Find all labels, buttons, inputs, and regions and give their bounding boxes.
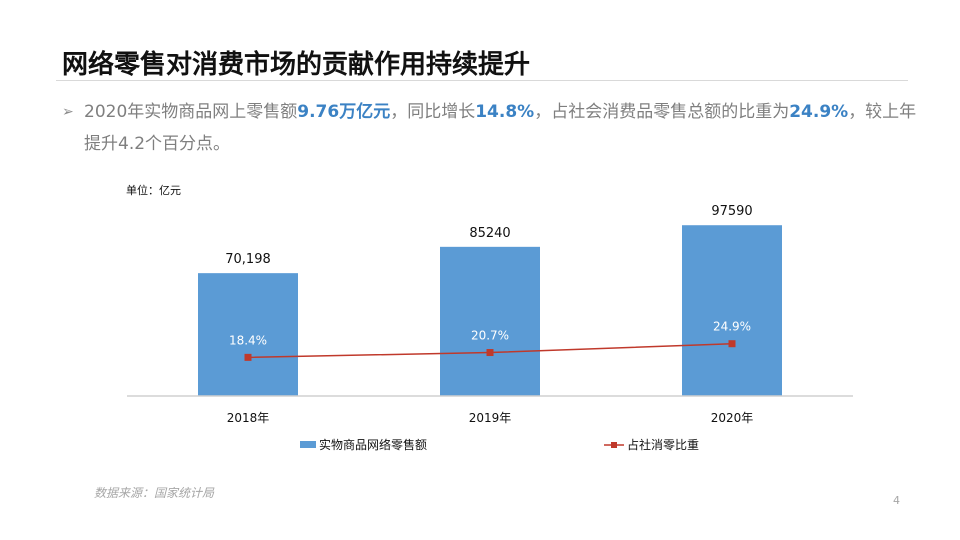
x-tick-label: 2020年 <box>711 411 754 425</box>
summary-text: 2020年实物商品网上零售额9.76万亿元，同比增长14.8%，占社会消费品零售… <box>62 96 922 160</box>
line-marker <box>486 349 494 357</box>
bar-data-label: 85240 <box>469 226 510 241</box>
legend-bar-label: 实物商品网络零售额 <box>319 437 427 452</box>
line-data-label: 20.7% <box>471 329 509 343</box>
line-data-label: 18.4% <box>229 333 267 347</box>
title-divider <box>56 80 908 81</box>
x-tick-label: 2018年 <box>227 411 270 425</box>
summary-text-part: ，占社会消费品零售总额的比重为 <box>534 102 790 122</box>
unit-label: 单位：亿元 <box>126 184 181 197</box>
highlight-value: 14.8% <box>475 102 535 122</box>
line-marker <box>728 340 736 348</box>
legend-line-marker <box>611 442 617 448</box>
x-tick-label: 2019年 <box>469 411 512 425</box>
bar-data-label: 70,198 <box>225 252 271 267</box>
arrow-right-icon: ➢ <box>62 104 74 120</box>
line-data-label: 24.9% <box>713 320 751 334</box>
summary-text-part: 2020年实物商品网上零售额 <box>84 102 298 122</box>
page-number: 4 <box>893 494 900 507</box>
slide-title: 网络零售对消费市场的贡献作用持续提升 <box>62 50 531 80</box>
bar-2018年 <box>198 273 298 396</box>
data-source: 数据来源：国家统计局 <box>94 486 215 500</box>
line-marker <box>244 353 252 361</box>
legend-bar-swatch <box>300 441 316 448</box>
summary-text-part: ，同比增长 <box>390 102 476 122</box>
summary-text-part: ，较上年提升4.2个百分点。 <box>84 102 917 154</box>
bar-data-label: 97590 <box>711 204 752 219</box>
summary-bullet: ➢ 2020年实物商品网上零售额9.76万亿元，同比增长14.8%，占社会消费品… <box>62 96 922 160</box>
bar-2019年 <box>440 246 540 396</box>
bar-2020年 <box>682 225 782 396</box>
legend-line-label: 占社消零比重 <box>627 437 699 452</box>
highlight-value: 9.76万亿元 <box>297 102 391 122</box>
highlight-value: 24.9% <box>789 102 849 122</box>
